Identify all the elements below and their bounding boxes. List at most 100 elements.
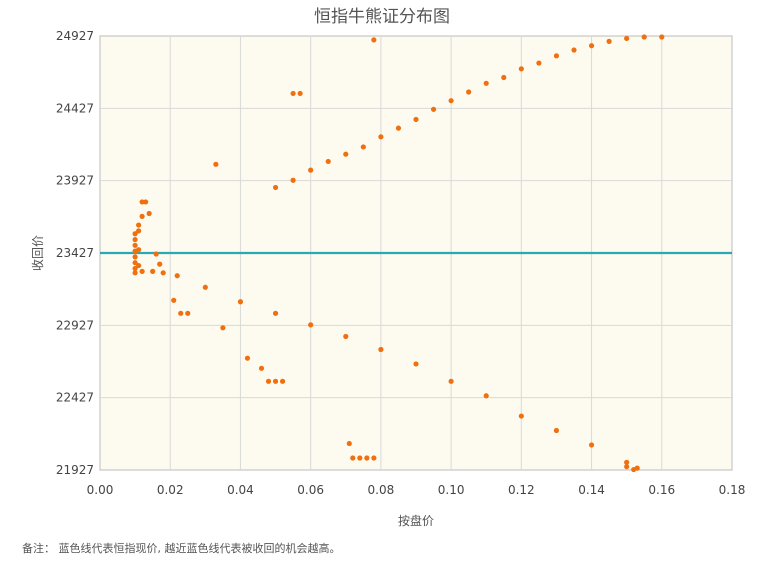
y-tick-label: 22927 <box>56 318 94 332</box>
scatter-point <box>202 284 208 290</box>
scatter-point <box>308 322 314 328</box>
scatter-point <box>290 177 296 183</box>
scatter-point <box>136 262 142 269</box>
scatter-point <box>132 270 138 276</box>
scatter-point <box>157 261 163 267</box>
y-tick-label: 24427 <box>56 101 94 115</box>
y-tick-label: 21927 <box>56 463 94 477</box>
scatter-point <box>357 455 363 461</box>
scatter-point <box>272 184 279 191</box>
scatter-point <box>634 465 640 471</box>
points-layer <box>132 34 665 473</box>
scatter-point <box>308 167 314 173</box>
scatter-point <box>132 236 138 243</box>
grid-lines <box>100 36 732 470</box>
scatter-point <box>272 310 279 316</box>
scatter-point <box>641 34 647 40</box>
scatter-point <box>553 427 560 434</box>
scatter-point <box>132 242 138 248</box>
y-axis-label: 收回价 <box>31 235 45 271</box>
scatter-point <box>659 34 665 40</box>
scatter-point <box>536 60 542 66</box>
scatter-point <box>136 228 142 234</box>
y-tick-label: 22427 <box>56 391 94 405</box>
scatter-point <box>378 346 384 353</box>
scatter-point <box>150 268 156 274</box>
scatter-point <box>371 455 377 461</box>
scatter-point <box>448 378 454 384</box>
scatter-point <box>325 158 331 165</box>
x-tick-label: 0.10 <box>438 483 465 497</box>
scatter-point <box>279 378 286 384</box>
y-tick-label: 23427 <box>56 246 94 260</box>
tick-labels: 0.00 0.02 0.04 0.06 0.08 0.10 0.12 0.14 0.16 0.18… <box>56 29 746 497</box>
scatter-point <box>413 116 419 123</box>
scatter-point <box>272 378 279 384</box>
scatter-point <box>588 43 595 49</box>
y-tick-label: 23927 <box>56 174 94 188</box>
scatter-point <box>518 413 524 419</box>
scatter-point <box>553 53 560 59</box>
scatter-point <box>360 144 366 150</box>
x-tick-label: 0.08 <box>368 483 395 497</box>
scatter-point <box>290 90 296 97</box>
x-tick-label: 0.12 <box>508 483 535 497</box>
x-tick-label: 0.02 <box>157 483 184 497</box>
scatter-point <box>588 442 595 448</box>
scatter-point <box>343 333 349 340</box>
scatter-point <box>483 80 489 86</box>
scatter-point <box>350 455 356 461</box>
scatter-point <box>483 393 489 399</box>
scatter-point <box>146 210 152 217</box>
scatter-point <box>153 251 159 257</box>
x-tick-label: 0.16 <box>648 483 675 497</box>
scatter-point <box>378 134 384 140</box>
scatter-point <box>213 161 219 167</box>
scatter-point <box>237 299 244 305</box>
scatter-point <box>606 38 612 44</box>
scatter-point <box>571 47 577 53</box>
scatter-point <box>136 247 142 253</box>
scatter-point <box>364 455 370 461</box>
scatter-point <box>139 213 145 219</box>
scatter-point <box>136 222 142 228</box>
scatter-point <box>297 90 303 97</box>
scatter-point <box>395 125 402 131</box>
scatter-point <box>466 89 472 95</box>
scatter-point <box>185 310 191 316</box>
scatter-point <box>265 378 272 384</box>
scatter-point <box>139 268 145 274</box>
x-tick-label: 0.14 <box>578 483 605 497</box>
scatter-point <box>132 260 138 266</box>
x-tick-label: 0.04 <box>227 483 254 497</box>
scatter-point <box>346 440 352 447</box>
y-tick-label: 24927 <box>56 29 94 43</box>
scatter-point <box>132 265 138 272</box>
x-axis-label: 按盘价 <box>398 513 434 528</box>
scatter-point <box>220 325 226 331</box>
scatter-point <box>448 98 454 104</box>
scatter-point <box>244 355 251 361</box>
x-tick-label: 0.00 <box>87 483 114 497</box>
scatter-point <box>624 464 630 470</box>
scatter-point <box>518 66 524 72</box>
scatter-point <box>624 459 630 465</box>
scatter-point <box>501 74 507 81</box>
scatter-point <box>343 151 349 157</box>
scatter-point <box>624 35 630 42</box>
scatter-point <box>171 297 177 303</box>
scatter-point <box>413 361 419 367</box>
footer-note: 备注： 蓝色线代表恒指现价, 越近蓝色线代表被收回的机会越高。 <box>22 542 341 555</box>
chart-title: 恒指牛熊证分布图 <box>314 7 450 27</box>
scatter-point <box>371 37 377 43</box>
scatter-point <box>178 310 184 316</box>
scatter-point <box>174 273 180 279</box>
scatter-point <box>258 365 265 371</box>
scatter-point <box>430 106 437 112</box>
scatter-point <box>160 270 166 276</box>
scatter-point <box>132 254 138 260</box>
scatter-point <box>143 199 149 205</box>
x-tick-label: 0.06 <box>297 483 324 497</box>
scatter-point <box>132 231 138 237</box>
